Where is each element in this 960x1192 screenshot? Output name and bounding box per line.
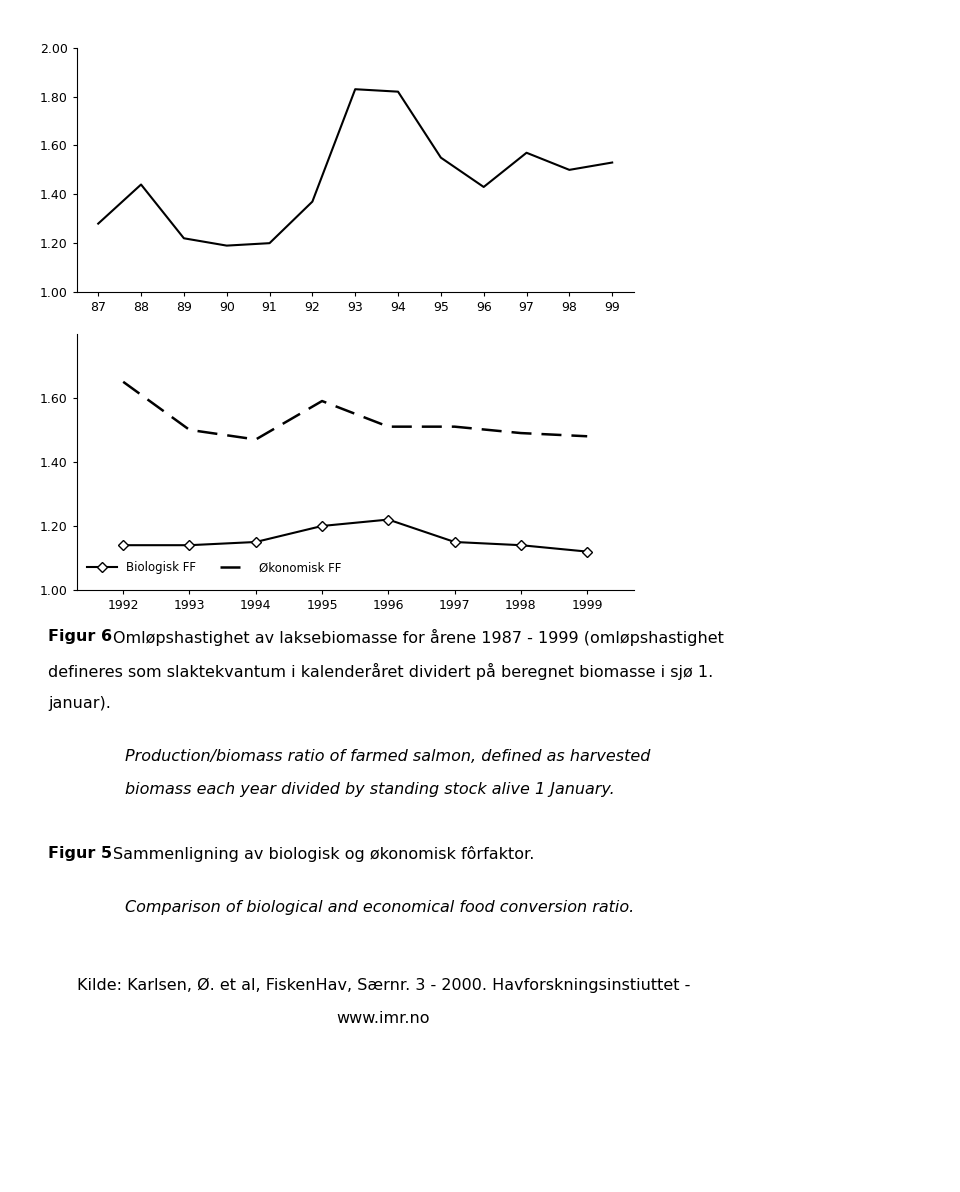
Text: Figur 6: Figur 6 xyxy=(48,629,112,645)
Text: Figur 5: Figur 5 xyxy=(48,846,112,862)
Text: www.imr.no: www.imr.no xyxy=(336,1011,429,1026)
Legend: Biologisk FF, Økonomisk FF: Biologisk FF, Økonomisk FF xyxy=(83,557,346,579)
Text: Comparison of biological and economical food conversion ratio.: Comparison of biological and economical … xyxy=(125,900,634,915)
Text: Omløpshastighet av laksebiomasse for årene 1987 - 1999 (omløpshastighet: Omløpshastighet av laksebiomasse for åre… xyxy=(113,629,724,646)
Text: Production/biomass ratio of farmed salmon, defined as harvested: Production/biomass ratio of farmed salmo… xyxy=(125,749,650,764)
Text: biomass each year divided by standing stock alive 1 January.: biomass each year divided by standing st… xyxy=(125,782,614,797)
Text: Kilde: Karlsen, Ø. et al, FiskenHav, Særnr. 3 - 2000. Havforskningsinstiuttet -: Kilde: Karlsen, Ø. et al, FiskenHav, Sær… xyxy=(77,977,690,993)
Text: defineres som slaktekvantum i kalenderåret dividert på beregnet biomasse i sjø 1: defineres som slaktekvantum i kalenderår… xyxy=(48,663,713,679)
Text: Sammenligning av biologisk og økonomisk fôrfaktor.: Sammenligning av biologisk og økonomisk … xyxy=(113,846,535,862)
Text: januar).: januar). xyxy=(48,696,110,712)
